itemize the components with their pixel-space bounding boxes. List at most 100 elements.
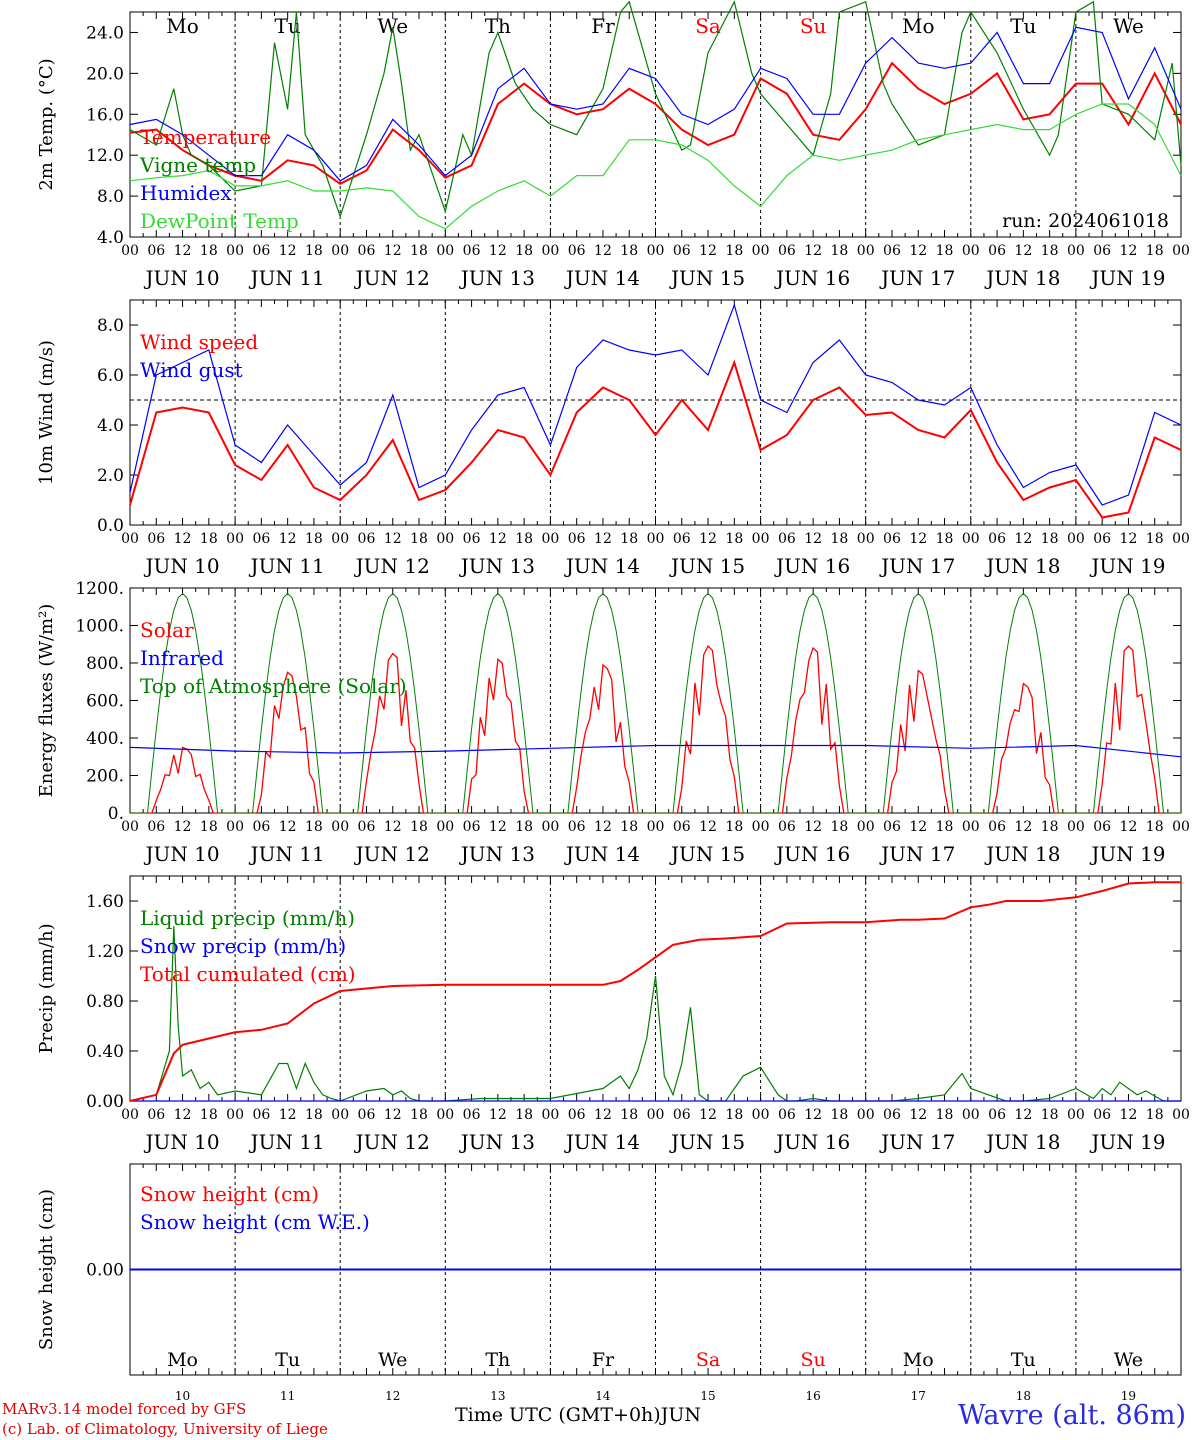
hour-label: 18 (1041, 1107, 1059, 1123)
day-label: JUN 17 (879, 266, 955, 290)
hour-label: 06 (988, 531, 1006, 547)
weekday-label: Mo (167, 1349, 198, 1371)
hour-label: 18 (1146, 819, 1164, 835)
weekday-label: Mo (903, 1349, 934, 1371)
hour-label: 18 (620, 819, 638, 835)
hour-label: 18 (831, 531, 849, 547)
hour-label: 18 (515, 1107, 533, 1123)
series-infrared-line (129, 744, 1182, 758)
hour-label: 18 (831, 819, 849, 835)
hour-label: 12 (384, 819, 402, 835)
y-axis-title: 10m Wind (m/s) (36, 340, 57, 485)
day-label: JUN 15 (669, 266, 745, 290)
hour-label: 00 (647, 1107, 665, 1123)
plot-frame (129, 299, 1182, 526)
series-vigne-temp-line (129, 0, 1182, 219)
y-axis-title: Energy fluxes (W/m²) (36, 604, 57, 798)
day-label: JUN 15 (669, 1130, 745, 1154)
legend-label: Infrared (140, 646, 224, 670)
hour-label: 00 (752, 243, 770, 259)
time-axis-title: Time UTC (GMT+0h) (455, 1404, 661, 1426)
day-label: JUN 17 (879, 1130, 955, 1154)
hour-label: 12 (1014, 243, 1032, 259)
hour-label: 18 (725, 1107, 743, 1123)
hour-label: 12 (594, 531, 612, 547)
hour-label: 18 (200, 1107, 218, 1123)
hour-label: 06 (147, 243, 165, 259)
hour-label: 06 (568, 819, 586, 835)
day-label: JUN 16 (774, 266, 850, 290)
hour-label: 18 (831, 1107, 849, 1123)
hour-label: 18 (725, 243, 743, 259)
legend-label: Vigne temp (139, 153, 256, 177)
hour-label: 06 (568, 243, 586, 259)
day-label: JUN 18 (984, 554, 1060, 578)
weekday-label: We (378, 1349, 407, 1371)
hour-label: 06 (358, 819, 376, 835)
hour-label: 18 (410, 1107, 428, 1123)
hour-label: 00 (226, 1107, 244, 1123)
weekday-label: Su (800, 14, 827, 38)
hour-label: 12 (594, 1107, 612, 1123)
day-label: JUN 13 (459, 266, 535, 290)
day-number-label: 16 (806, 1389, 821, 1403)
y-tick-label: 0. (108, 804, 124, 824)
hour-label: 06 (778, 243, 796, 259)
hour-label: 06 (673, 819, 691, 835)
y-tick-label: 1200. (75, 579, 124, 599)
hour-label: 06 (463, 531, 481, 547)
legend-label: Snow precip (mm/h) (140, 934, 346, 958)
hour-label: 06 (673, 243, 691, 259)
y-axis-title: 2m Temp. (°C) (36, 58, 57, 190)
hour-label: 00 (1172, 531, 1190, 547)
weekday-label: Fr (591, 14, 615, 38)
weekday-label: We (1114, 1349, 1143, 1371)
y-tick-label: 0.00 (86, 1261, 124, 1281)
hour-label: 00 (436, 1107, 454, 1123)
hour-label: 12 (279, 1107, 297, 1123)
y-tick-label: 600. (86, 692, 124, 712)
hour-label: 12 (174, 819, 192, 835)
hour-label: 18 (620, 243, 638, 259)
hour-label: 00 (121, 243, 139, 259)
hour-label: 00 (752, 1107, 770, 1123)
legend-label: Top of Atmosphere (Solar) (140, 674, 407, 698)
legend-label: DewPoint Temp (140, 209, 299, 233)
y-tick-label: 1000. (75, 617, 124, 637)
day-label: JUN 13 (459, 554, 535, 578)
y-tick-label: 1.60 (86, 892, 124, 912)
hour-label: 00 (1172, 243, 1190, 259)
hour-label: 18 (410, 531, 428, 547)
y-tick-label: 0.80 (86, 992, 124, 1012)
y-tick-label: 800. (86, 654, 124, 674)
y-tick-label: 200. (86, 767, 124, 787)
hour-label: 12 (279, 819, 297, 835)
plot-frame (129, 11, 1182, 238)
hour-label: 00 (226, 819, 244, 835)
legend-label: Temperature (140, 125, 271, 149)
hour-label: 00 (541, 243, 559, 259)
hour-label: 06 (673, 1107, 691, 1123)
hour-label: 18 (410, 243, 428, 259)
hour-label: 18 (1146, 243, 1164, 259)
day-label: JUN 15 (669, 554, 745, 578)
hour-label: 12 (489, 243, 507, 259)
series-dewpoint-temp-line (129, 103, 1182, 230)
hour-label: 06 (1093, 243, 1111, 259)
day-label: JUN 10 (143, 842, 219, 866)
hour-label: 12 (699, 1107, 717, 1123)
day-label: JUN 14 (564, 842, 640, 866)
y-tick-label: 16.0 (86, 105, 124, 125)
lab-credit: (c) Lab. of Climatology, University of L… (2, 1420, 328, 1438)
hour-label: 12 (699, 531, 717, 547)
hour-label: 06 (988, 819, 1006, 835)
day-number-label: 10 (175, 1389, 190, 1403)
hour-label: 12 (594, 243, 612, 259)
hour-label: 12 (1120, 531, 1138, 547)
hour-label: 06 (1093, 1107, 1111, 1123)
hour-label: 06 (778, 819, 796, 835)
plot-frame (129, 587, 1182, 814)
hour-label: 12 (699, 819, 717, 835)
hour-label: 06 (673, 531, 691, 547)
hour-label: 18 (620, 531, 638, 547)
